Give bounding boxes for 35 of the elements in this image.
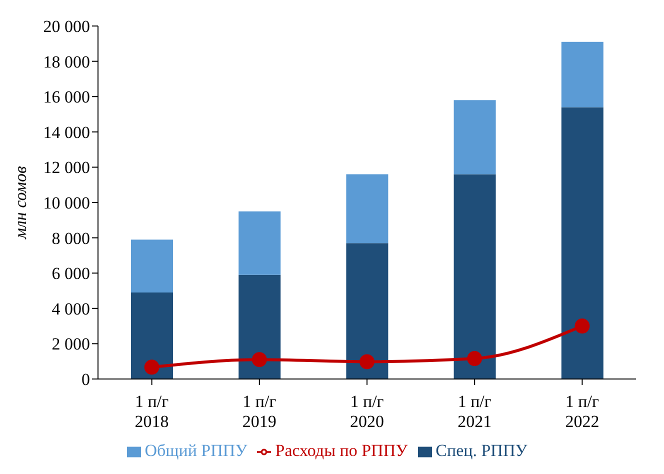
point bbox=[467, 351, 482, 366]
point bbox=[252, 352, 267, 368]
y-tick-label: 6 000 bbox=[52, 264, 90, 284]
y-tick-label: 4 000 bbox=[52, 299, 90, 318]
y-tick-label: 10 000 bbox=[43, 194, 90, 213]
point bbox=[360, 354, 374, 370]
bar bbox=[561, 42, 604, 108]
x-tick-label: 1 п/г 2020 bbox=[350, 392, 384, 431]
x-tick-label: 1 п/г 2019 bbox=[242, 392, 276, 431]
y-tick-label: 18 000 bbox=[43, 52, 90, 72]
x-tick-label: 1 п/г 2021 bbox=[458, 392, 492, 431]
bar bbox=[131, 292, 173, 379]
bar bbox=[454, 100, 496, 174]
x-tick-label: 1 п/г 2022 bbox=[565, 392, 600, 431]
bar bbox=[238, 274, 281, 379]
bar bbox=[238, 211, 281, 275]
bar bbox=[346, 243, 388, 379]
y-tick-label: 2 000 bbox=[52, 334, 90, 354]
legend-label: Спец. РППУ bbox=[436, 441, 528, 460]
y-tick-label: 12 000 bbox=[43, 158, 90, 178]
y-tick-label: 14 000 bbox=[43, 122, 90, 142]
y-tick-label: 8 000 bbox=[52, 228, 90, 248]
bar bbox=[346, 174, 388, 244]
x-tick-label: 1 п/г 2018 bbox=[134, 392, 169, 431]
bar bbox=[131, 240, 173, 293]
point bbox=[144, 360, 160, 375]
y-tick-label: 20 000 bbox=[43, 17, 90, 36]
legend-label: Общий РППУ bbox=[144, 441, 248, 460]
y-tick-label: 0 bbox=[82, 370, 90, 390]
bar bbox=[561, 107, 604, 379]
y-tick-label: 16 000 bbox=[43, 88, 90, 107]
point bbox=[574, 318, 590, 334]
bar bbox=[454, 174, 496, 379]
y-axis-title: млн сомов bbox=[11, 166, 30, 240]
legend-label: Расходы по РППУ bbox=[275, 441, 408, 460]
